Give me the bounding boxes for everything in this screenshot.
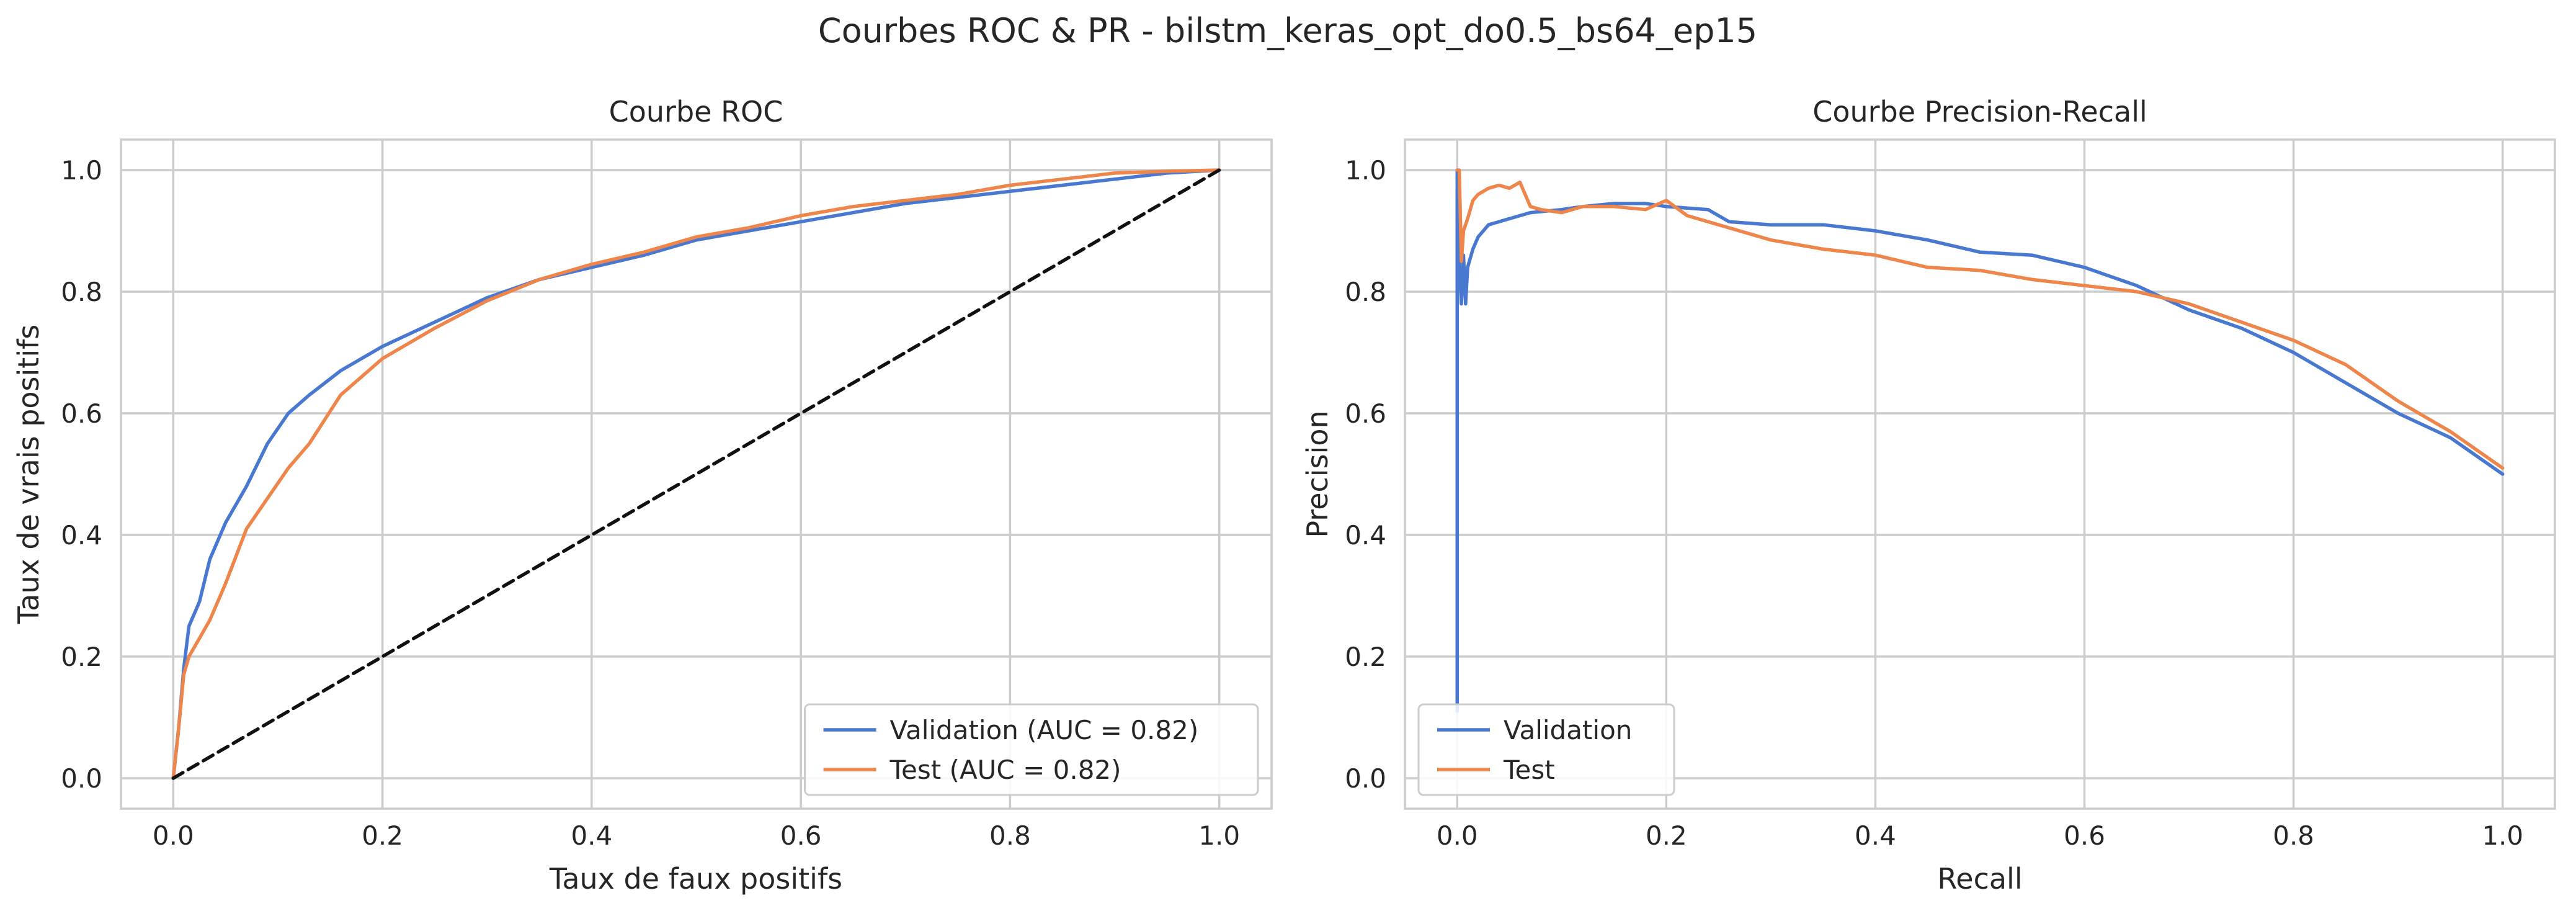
pr-y-tick-label: 0.4	[1345, 520, 1386, 550]
pr-y-tick-label: 0.0	[1345, 763, 1386, 794]
roc-chart: 0.0 0.2 0.4 0.6 0.8 1.0 0.0 0.2 0.4 0.6 0.8 1.0 Cou…	[12, 95, 1273, 896]
roc-legend-frame	[804, 703, 1259, 796]
figure-title: Courbes ROC & PR - bilstm_keras_opt_do0.…	[818, 11, 1757, 50]
roc-x-tick-label: 0.2	[362, 820, 403, 851]
roc-title: Courbe ROC	[609, 95, 783, 128]
roc-legend-label: Test (AUC = 0.82)	[889, 755, 1121, 785]
pr-title: Courbe Precision-Recall	[1812, 95, 2147, 128]
pr-y-tick-label: 1.0	[1345, 155, 1386, 186]
pr-x-tick-label: 0.4	[1855, 820, 1896, 851]
pr-series-validation-line	[1455, 168, 2505, 713]
roc-series-validation-line	[171, 168, 1221, 780]
pr-y-tick-label: 0.2	[1345, 642, 1386, 672]
roc-y-tick-label: 0.4	[61, 520, 102, 550]
roc-y-tick-label: 0.0	[61, 763, 102, 794]
pr-x-tick-label: 0.6	[2064, 820, 2105, 851]
pr-legend-label: Test	[1503, 755, 1555, 785]
pr-x-axis-label: Recall	[1937, 862, 2022, 896]
pr-y-tick-label: 0.6	[1345, 398, 1386, 429]
pr-x-tick-label: 1.0	[2482, 820, 2523, 851]
pr-chart: 0.0 0.2 0.4 0.6 0.8 1.0 0.0 0.2 0.4 0.6 0.8 1.0 Cou…	[1301, 95, 2556, 896]
roc-plot-frame	[120, 138, 1273, 810]
pr-plot-frame	[1404, 138, 2556, 810]
roc-x-tick-label: 1.0	[1198, 820, 1240, 851]
roc-series-diagonal-line	[171, 168, 1221, 780]
pr-legend-frame	[1417, 703, 1675, 796]
roc-y-tick-label: 0.6	[61, 398, 102, 429]
pr-y-axis-label: Precision	[1301, 410, 1334, 537]
roc-x-tick-label: 0.0	[153, 820, 194, 851]
pr-x-tick-label: 0.0	[1437, 820, 1478, 851]
pr-x-tick-label: 0.8	[2273, 820, 2314, 851]
pr-series-test-line	[1455, 168, 2505, 470]
roc-x-axis-label: Taux de faux positifs	[549, 862, 842, 896]
roc-y-tick-label: 1.0	[61, 155, 102, 186]
roc-x-tick-label: 0.6	[780, 820, 822, 851]
roc-y-tick-label: 0.8	[61, 277, 102, 307]
pr-legend: Validation Test	[1417, 703, 1675, 796]
roc-y-tick-label: 0.2	[61, 642, 102, 672]
pr-x-tick-label: 0.2	[1646, 820, 1687, 851]
pr-legend-label: Validation	[1504, 715, 1632, 745]
roc-y-axis-label: Taux de vrais positifs	[12, 325, 45, 625]
roc-series-test-line	[171, 168, 1221, 780]
roc-legend-label: Validation (AUC = 0.82)	[890, 715, 1199, 745]
roc-x-tick-label: 0.8	[989, 820, 1031, 851]
roc-legend: Validation (AUC = 0.82) Test (AUC = 0.82)	[804, 703, 1259, 796]
pr-y-tick-label: 0.8	[1345, 277, 1386, 307]
roc-x-tick-label: 0.4	[571, 820, 612, 851]
